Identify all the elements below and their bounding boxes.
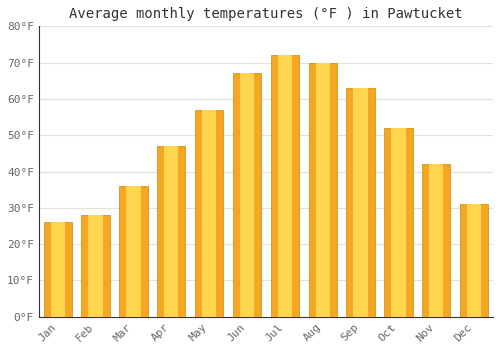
Bar [126,186,140,317]
Bar [164,146,178,317]
Bar [157,146,186,317]
Bar [392,128,406,317]
Bar [354,88,368,317]
Bar [240,74,254,317]
Bar [429,164,444,317]
Bar [270,55,299,317]
Bar [119,186,148,317]
Bar [308,63,337,317]
Bar [346,88,375,317]
Bar [460,204,488,317]
Title: Average monthly temperatures (°F ) in Pawtucket: Average monthly temperatures (°F ) in Pa… [69,7,462,21]
Bar [384,128,412,317]
Bar [278,55,292,317]
Bar [82,215,110,317]
Bar [233,74,261,317]
Bar [202,110,216,317]
Bar [316,63,330,317]
Bar [44,222,72,317]
Bar [195,110,224,317]
Bar [467,204,481,317]
Bar [50,222,65,317]
Bar [422,164,450,317]
Bar [88,215,102,317]
